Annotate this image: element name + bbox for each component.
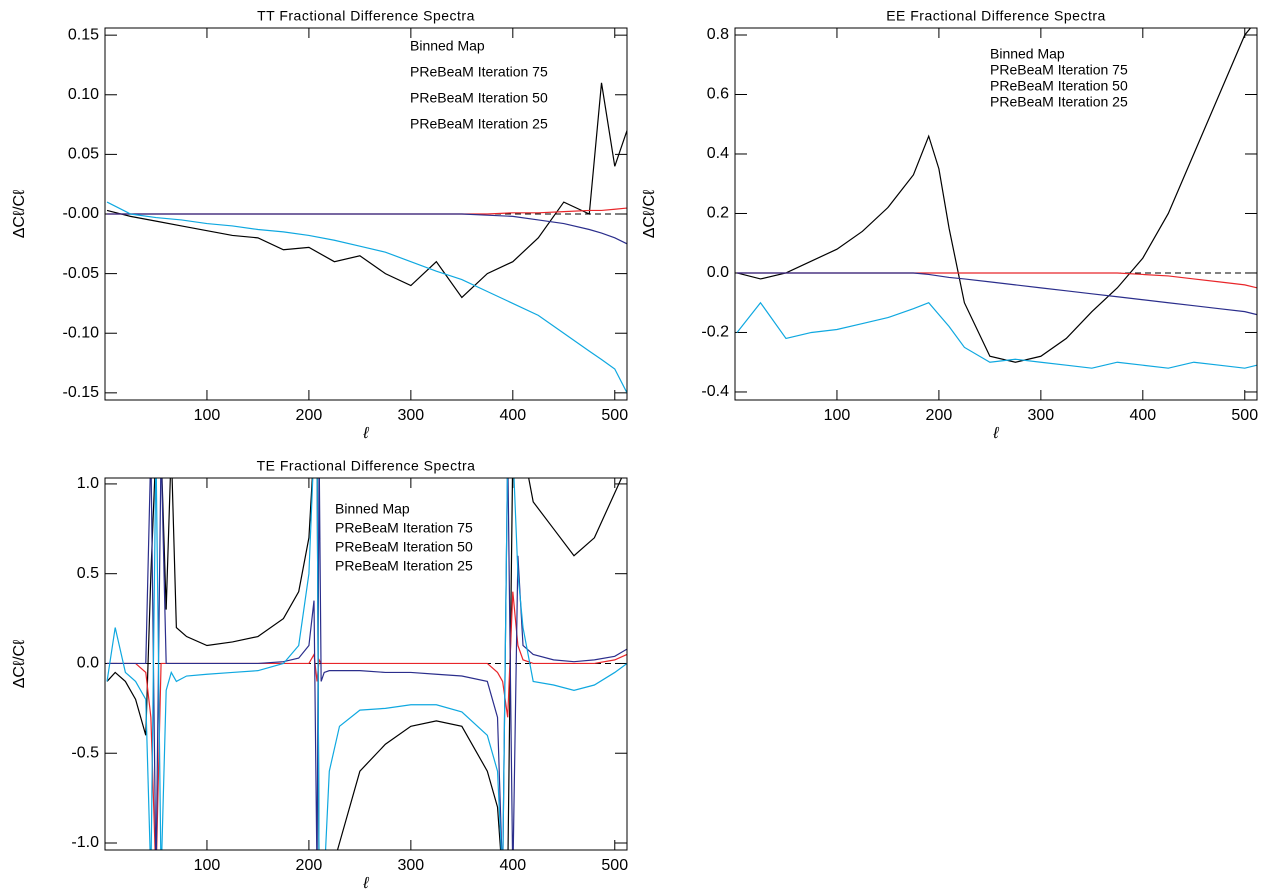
legend-entry: PReBeaM Iteration 75 — [410, 64, 548, 80]
data-line — [106, 201, 627, 394]
y-tick-label: -0.00 — [63, 205, 100, 222]
y-tick-label: -0.10 — [63, 324, 100, 341]
x-tick-label: 200 — [926, 407, 953, 424]
chart-panel: TT Fractional Difference Spectra ℓ ΔCℓ/Cℓ 1… — [11, 8, 628, 443]
y-tick-label: -1.0 — [71, 834, 99, 851]
x-axis-label: ℓ — [362, 425, 369, 442]
y-axis-label: ΔCℓ/Cℓ — [11, 640, 28, 689]
x-tick-label: 400 — [499, 857, 526, 874]
legend-entry: PReBeaM Iteration 50 — [410, 90, 548, 106]
data-line — [736, 301, 1257, 369]
x-tick-label: 500 — [601, 407, 628, 424]
x-tick-label: 300 — [398, 407, 425, 424]
y-axis-label: ΔCℓ/Cℓ — [11, 190, 28, 239]
y-tick-label: 0.4 — [707, 145, 729, 162]
y-tick-label: -0.15 — [63, 384, 100, 401]
x-tick-label: 200 — [296, 857, 323, 874]
x-tick-label: 100 — [824, 407, 851, 424]
legend-entry: PReBeaM Iteration 25 — [990, 94, 1128, 110]
y-tick-label: 0.0 — [77, 655, 99, 672]
x-tick-label: 500 — [1231, 407, 1258, 424]
x-axis-label: ℓ — [362, 875, 369, 890]
data-line — [736, 28, 1252, 363]
legend-entry: PReBeaM Iteration 50 — [990, 78, 1128, 94]
legend-entry: PReBeaM Iteration 75 — [335, 520, 473, 536]
y-tick-label: -0.4 — [701, 383, 729, 400]
y-tick-label: -0.5 — [71, 744, 99, 761]
legend-entry: PReBeaM Iteration 25 — [410, 116, 548, 132]
plot-frame — [734, 27, 1258, 401]
legend-entry: Binned Map — [335, 501, 410, 517]
data-line — [106, 82, 627, 299]
x-tick-label: 400 — [499, 407, 526, 424]
y-tick-label: 0.6 — [707, 86, 729, 103]
data-line — [106, 478, 627, 850]
y-tick-label: 0.2 — [707, 205, 729, 222]
legend-entry: Binned Map — [410, 38, 485, 54]
chart-title: EE Fractional Difference Spectra — [886, 8, 1106, 24]
data-line — [107, 207, 627, 215]
legend-entry: Binned Map — [990, 46, 1065, 62]
plot-frame — [104, 477, 628, 851]
x-tick-label: 400 — [1129, 407, 1156, 424]
x-tick-label: 100 — [194, 407, 221, 424]
y-axis-label: ΔCℓ/Cℓ — [641, 190, 658, 239]
x-axis-label: ℓ — [992, 425, 999, 442]
y-tick-label: 0.15 — [68, 26, 99, 43]
x-tick-label: 100 — [194, 857, 221, 874]
x-tick-label: 200 — [296, 407, 323, 424]
y-tick-label: -0.05 — [63, 265, 100, 282]
y-tick-label: 0.5 — [77, 565, 99, 582]
data-line — [107, 478, 627, 850]
y-tick-label: 0.8 — [707, 26, 729, 43]
legend-entry: PReBeaM Iteration 25 — [335, 558, 473, 574]
data-line — [737, 272, 1257, 289]
y-tick-label: 0.10 — [68, 86, 99, 103]
y-tick-label: 0.0 — [707, 264, 729, 281]
data-line — [107, 213, 627, 245]
plot-frame — [104, 27, 628, 401]
chart-title: TT Fractional Difference Spectra — [257, 8, 475, 24]
legend-entry: PReBeaM Iteration 50 — [335, 539, 473, 555]
x-tick-label: 500 — [601, 857, 628, 874]
chart-panel: TE Fractional Difference Spectra ℓ ΔCℓ/Cℓ 1… — [11, 458, 628, 890]
data-line — [737, 272, 1257, 316]
y-tick-label: 1.0 — [77, 475, 99, 492]
legend-entry: PReBeaM Iteration 75 — [990, 62, 1128, 78]
chart-title: TE Fractional Difference Spectra — [257, 458, 476, 474]
x-tick-label: 300 — [398, 857, 425, 874]
y-tick-label: -0.2 — [701, 324, 729, 341]
chart-panel: EE Fractional Difference Spectra ℓ ΔCℓ/Cℓ 1… — [641, 8, 1258, 443]
x-tick-label: 300 — [1028, 407, 1055, 424]
y-tick-label: 0.05 — [68, 146, 99, 163]
